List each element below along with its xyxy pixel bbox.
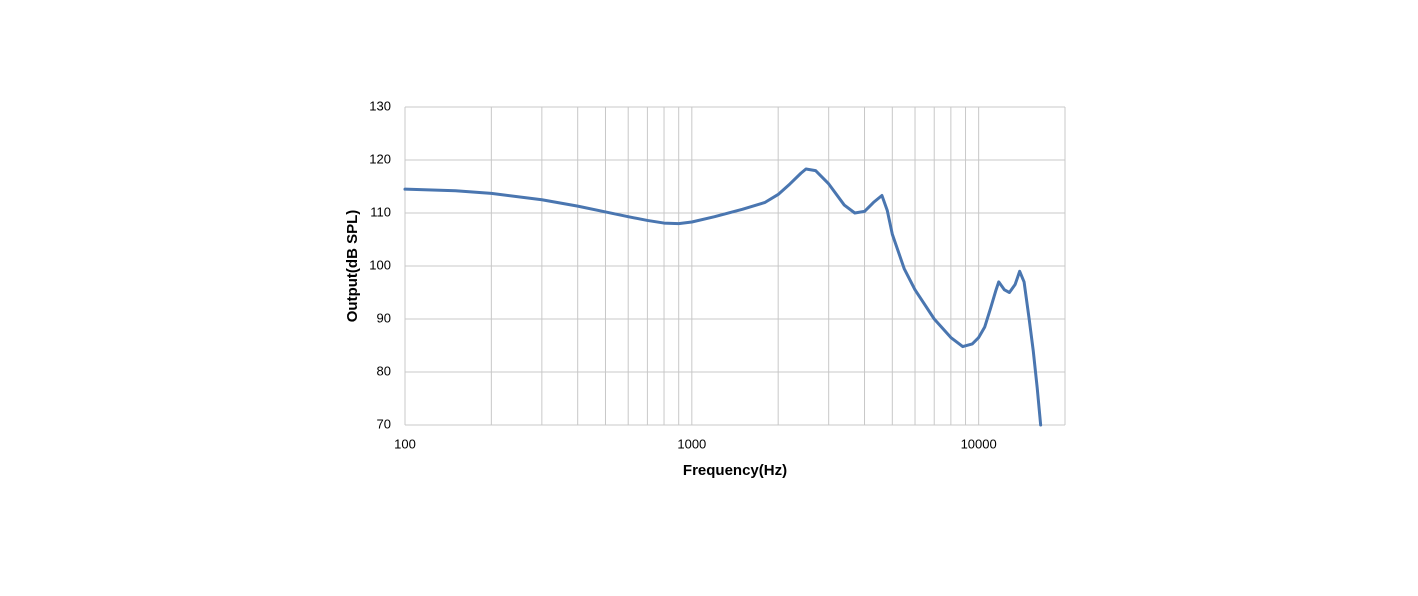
y-tick-label: 110 xyxy=(370,204,391,219)
y-axis-title: Output(dB SPL) xyxy=(344,210,361,322)
x-tick-label: 100 xyxy=(394,436,416,451)
x-tick-label: 1000 xyxy=(677,436,706,451)
x-axis-title: Frequency(Hz) xyxy=(683,462,787,479)
series-line xyxy=(403,167,1043,427)
y-tick-label: 70 xyxy=(377,416,391,431)
y-tick-label: 120 xyxy=(369,151,391,166)
x-tick-label: 10000 xyxy=(961,436,997,451)
y-tick-label: 130 xyxy=(369,98,391,113)
y-tick-label: 80 xyxy=(377,363,391,378)
y-tick-label: 100 xyxy=(369,257,391,272)
y-tick-label: 90 xyxy=(377,310,391,325)
